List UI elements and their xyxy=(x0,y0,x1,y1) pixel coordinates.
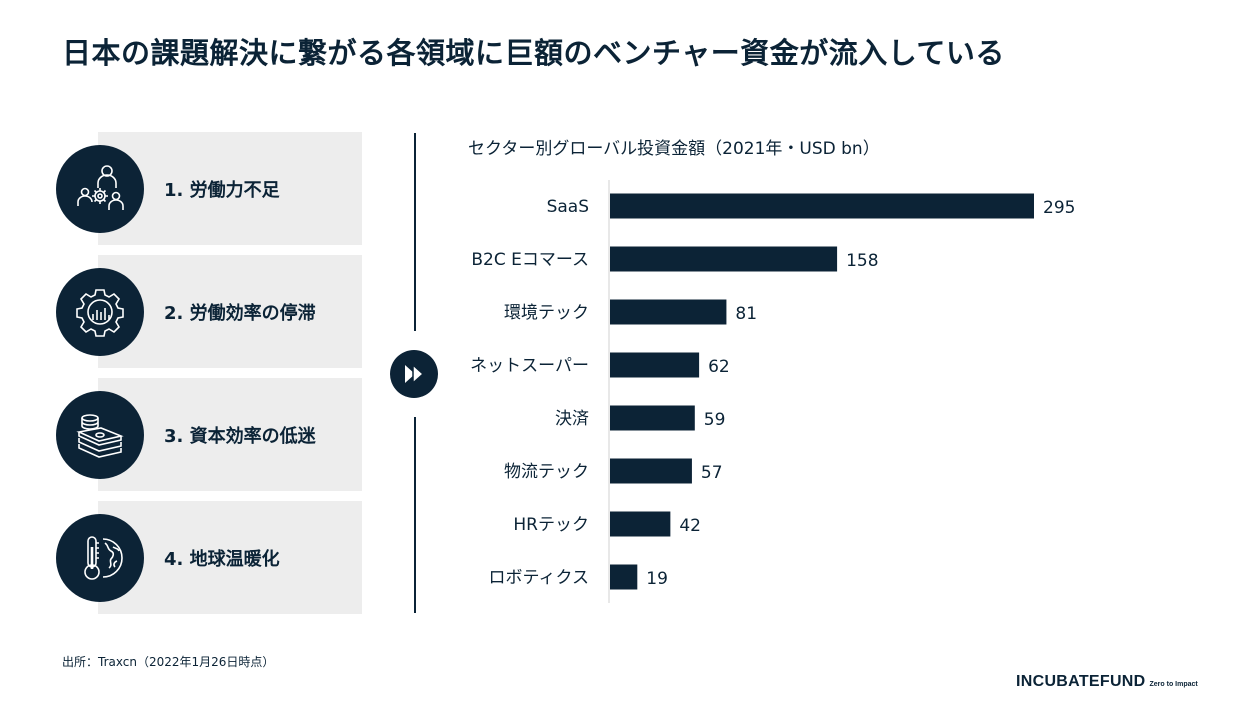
category-label: B2C Eコマース xyxy=(471,250,589,270)
category-label: 環境テック xyxy=(504,303,589,323)
category-label: 決済 xyxy=(555,409,589,429)
bar xyxy=(610,299,727,325)
issue-card-capital-efficiency: 3. 資本効率の低迷 xyxy=(56,378,362,491)
logo-tagline: Zero to Impact xyxy=(1149,681,1198,688)
people-gear-icon xyxy=(56,145,144,233)
bar xyxy=(610,458,692,484)
double-chevron-right-icon xyxy=(390,350,438,398)
incubate-fund-logo: INCUBATEFUND Zero to Impact xyxy=(1016,673,1198,691)
data-label: 42 xyxy=(679,516,701,536)
money-stack-icon xyxy=(56,391,144,479)
bar xyxy=(610,405,695,431)
bar xyxy=(610,352,700,378)
category-label: ロボティクス xyxy=(489,568,589,588)
source-note: 出所：Traxcn（2022年1月26日時点） xyxy=(62,655,275,669)
category-label: 物流テック xyxy=(504,462,589,482)
divider-bottom xyxy=(414,417,416,613)
gear-chart-icon xyxy=(56,268,144,356)
bar xyxy=(610,246,838,272)
bar-chart: SaaS 295 B2C Eコマース 158 環境テック 81 ネットスーパー 62 決済 59 物… xyxy=(470,180,1075,603)
logo-text: INCUBATEFUND xyxy=(1016,673,1146,690)
data-label: 81 xyxy=(735,304,757,324)
issue-card-global-warming: 4. 地球温暖化 xyxy=(56,501,362,614)
issue-card-labor-efficiency: 2. 労働効率の停滞 xyxy=(56,255,362,368)
issue-card-labor-shortage: 1. 労働力不足 xyxy=(56,132,362,245)
issue-label: 4. 地球温暖化 xyxy=(164,548,280,570)
category-label: ネットスーパー xyxy=(470,356,589,376)
data-label: 19 xyxy=(646,569,668,589)
page-title: 日本の課題解決に繋がる各領域に巨額のベンチャー資金が流入している xyxy=(62,36,1005,70)
data-label: 158 xyxy=(846,251,878,271)
data-label: 62 xyxy=(708,357,730,377)
category-label: SaaS xyxy=(547,197,589,217)
data-label: 57 xyxy=(701,463,723,483)
bar xyxy=(610,511,671,537)
data-label: 295 xyxy=(1043,198,1075,218)
issue-label: 1. 労働力不足 xyxy=(164,179,280,201)
bar xyxy=(610,193,1034,219)
issue-label: 3. 資本効率の低迷 xyxy=(164,425,316,447)
bar xyxy=(610,564,638,590)
chart-title: セクター別グローバル投資金額（2021年・USD bn） xyxy=(468,139,880,159)
issue-label: 2. 労働効率の停滞 xyxy=(164,302,316,324)
data-label: 59 xyxy=(704,410,726,430)
divider-top xyxy=(414,133,416,331)
thermometer-globe-icon xyxy=(56,514,144,602)
category-label: HRテック xyxy=(513,515,589,535)
